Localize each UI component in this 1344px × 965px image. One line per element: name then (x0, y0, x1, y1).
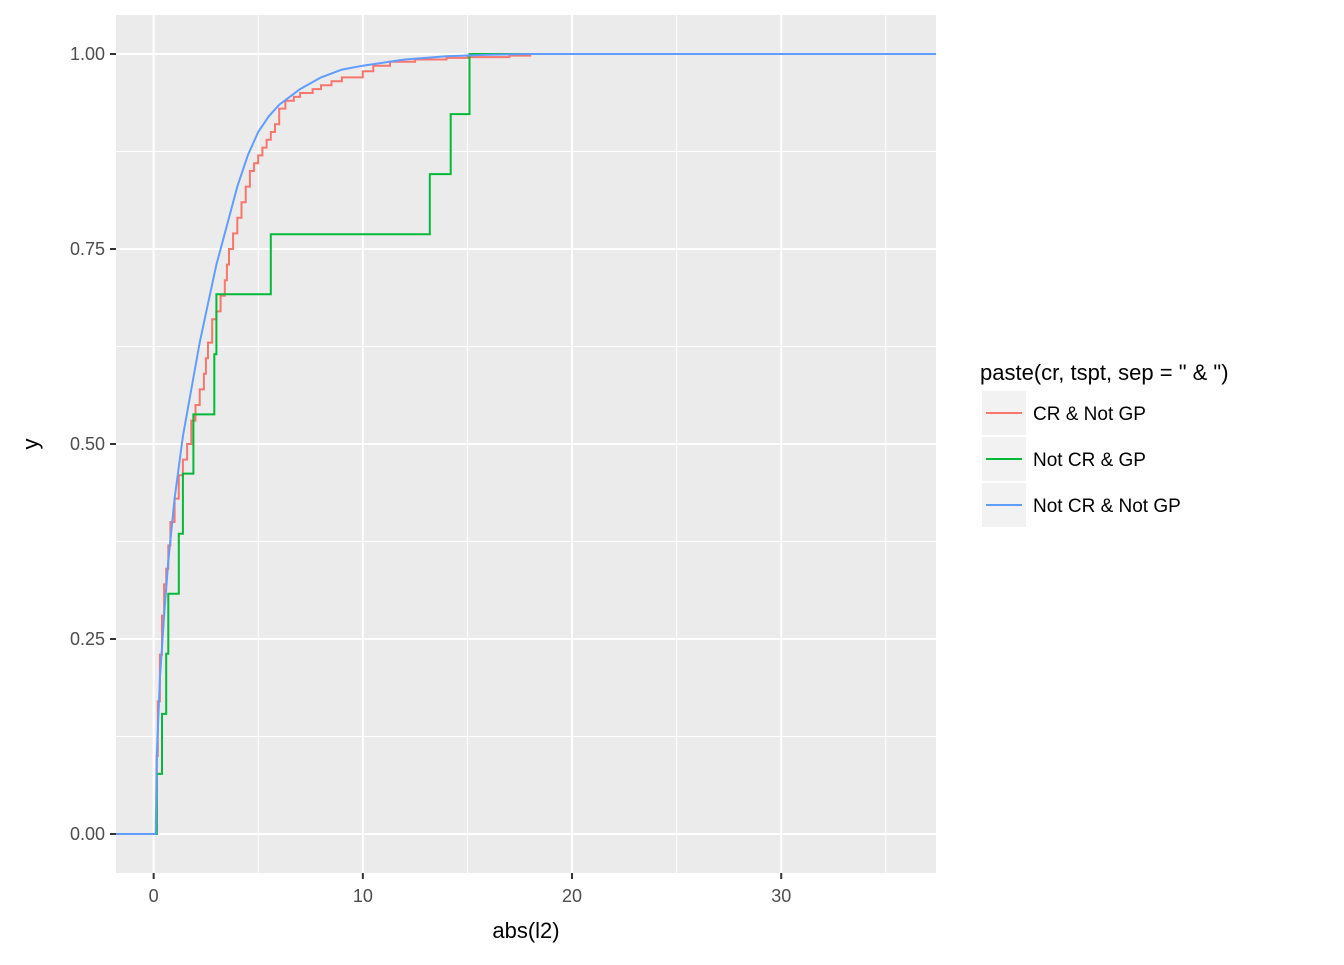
series-line (116, 53, 936, 835)
y-tick-label: 0.00 (70, 824, 105, 844)
legend-title: paste(cr, tspt, sep = " & ") (980, 360, 1229, 385)
legend-items: CR & Not GP Not CR & GP Not CR & Not GP (982, 391, 1181, 527)
major-gridlines (116, 15, 936, 873)
legend-item-label: Not CR & Not GP (1033, 496, 1181, 517)
x-axis-tick-labels: 0 10 20 30 (149, 886, 792, 906)
series-line (116, 53, 936, 835)
legend: paste(cr, tspt, sep = " & ") CR & Not GP… (980, 360, 1229, 527)
y-axis-label: y (18, 439, 43, 450)
y-axis-tick-labels: 0.00 0.25 0.50 0.75 1.00 (70, 44, 105, 844)
x-axis-label: abs(l2) (492, 918, 559, 943)
legend-item-label: CR & Not GP (1033, 404, 1146, 425)
x-tick-label: 20 (562, 886, 582, 906)
legend-item-label: Not CR & GP (1033, 450, 1146, 471)
series-lines (116, 53, 936, 835)
x-tick-label: 0 (149, 886, 159, 906)
y-tick-label: 1.00 (70, 44, 105, 64)
y-tick-label: 0.75 (70, 239, 105, 259)
x-tick-label: 10 (353, 886, 373, 906)
y-tick-label: 0.50 (70, 434, 105, 454)
x-tick-label: 30 (771, 886, 791, 906)
y-tick-label: 0.25 (70, 629, 105, 649)
axis-ticks (110, 53, 783, 879)
